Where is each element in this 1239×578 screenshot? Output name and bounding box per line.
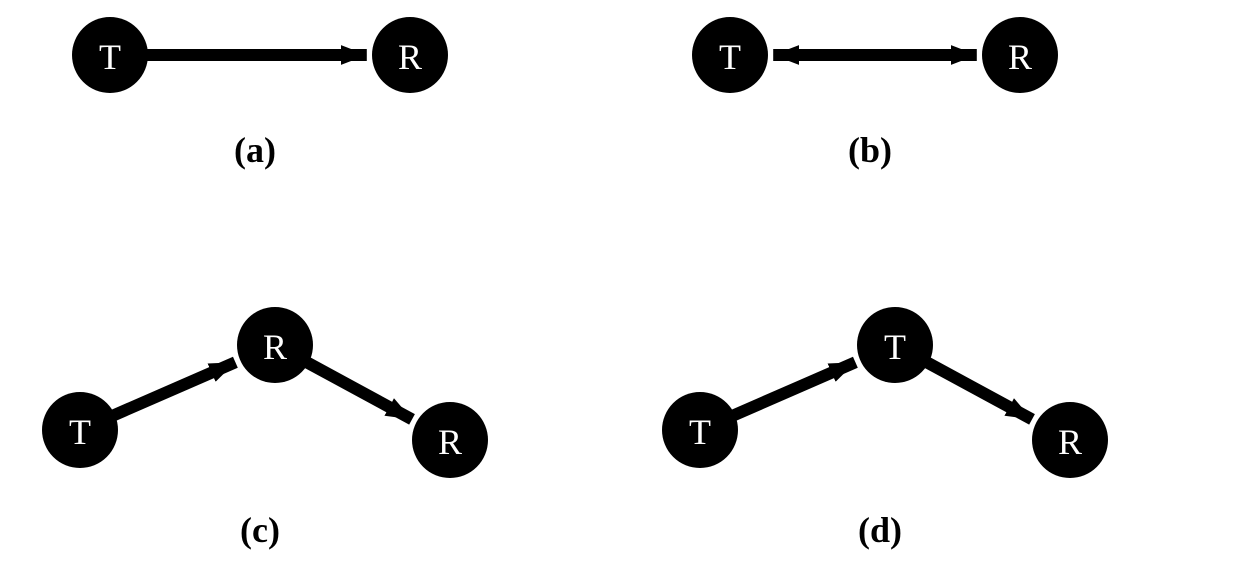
edge-d-T2-d-R [927,362,1032,419]
node-label: T [719,37,741,77]
diagram-svg: T R (a) T R (b) T R R (c) T T R (d) [0,0,1239,578]
edge-c-T-c-R1 [113,362,235,415]
node-label: R [1008,37,1032,77]
node-b-R: R [982,17,1058,93]
panel-label-d: (d) [858,510,902,550]
node-d-T2: T [857,307,933,383]
panel-b: T R (b) [692,17,1058,170]
node-a-T: T [72,17,148,93]
node-d-R: R [1032,402,1108,478]
node-label: R [1058,422,1082,462]
node-d-T1: T [662,392,738,468]
panel-a: T R (a) [72,17,448,170]
panel-label-a: (a) [234,130,276,170]
node-label: R [263,327,287,367]
node-c-R1: R [237,307,313,383]
node-c-R2: R [412,402,488,478]
node-label: R [398,37,422,77]
node-b-T: T [692,17,768,93]
node-label: T [69,412,91,452]
node-label: R [438,422,462,462]
node-c-T: T [42,392,118,468]
panel-label-b: (b) [848,130,892,170]
node-label: T [884,327,906,367]
node-label: T [689,412,711,452]
panel-label-c: (c) [240,510,280,550]
node-a-R: R [372,17,448,93]
panel-d: T T R (d) [662,307,1108,550]
panel-c: T R R (c) [42,307,488,550]
edge-d-T1-d-T2 [733,362,855,415]
node-label: T [99,37,121,77]
edge-c-R1-c-R2 [307,362,412,419]
